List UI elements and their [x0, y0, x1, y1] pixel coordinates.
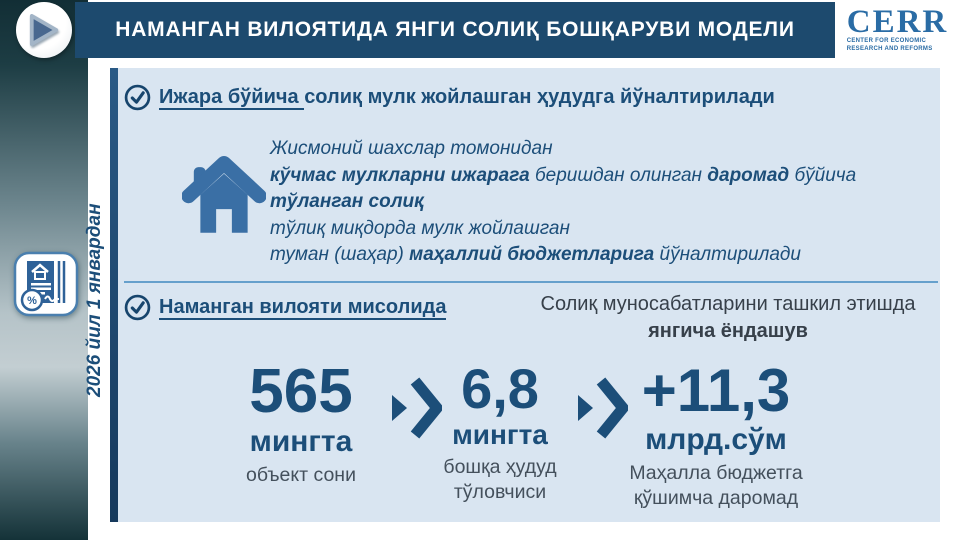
- stat-unit: мингта: [452, 419, 548, 451]
- approach-note: Солиқ муносабатларини ташкил этишда янги…: [518, 291, 938, 345]
- heading-underlined-part: Ижара бўйича: [159, 86, 305, 110]
- section-example-heading-row: Наманган вилояти мисолида: [124, 294, 447, 321]
- tax-document-icon: %: [12, 250, 80, 318]
- stat-value: 565: [249, 357, 353, 426]
- stat-label: объект сони: [246, 464, 356, 487]
- stat-value: +11,3: [641, 357, 791, 424]
- stat-value: 6,8: [461, 357, 539, 420]
- stat-additional-budget-income: +11,3 млрд.сўм Маҳалла бюджетга қўшимча …: [596, 360, 836, 511]
- percent-glyph: %: [27, 295, 37, 307]
- paragraph-line: Жисмоний шахслар томонидан: [270, 138, 553, 159]
- paragraph-line: тўлиқ миқдорда мулк жойлашган: [270, 217, 570, 239]
- content-panel: Ижара бўйича солиқ мулк жойлашган ҳудудг…: [118, 68, 940, 522]
- horizontal-divider: [124, 281, 938, 283]
- cerr-tagline-line1: CENTER FOR ECONOMIC: [846, 38, 927, 45]
- header-bar: НАМАНГАН ВИЛОЯТИДА ЯНГИ СОЛИҚ БОШҚАРУВИ …: [75, 2, 835, 58]
- double-chevron-right-icon: [576, 376, 631, 440]
- section-rent-heading-row: Ижара бўйича солиқ мулк жойлашган ҳудудг…: [124, 84, 775, 111]
- section-rent-heading: Ижара бўйича солиқ мулк жойлашган ҳудудг…: [159, 86, 775, 110]
- play-button[interactable]: [16, 2, 72, 58]
- approach-note-line2: янгича ёндашув: [648, 320, 808, 342]
- approach-note-line1: Солиқ муносабатларини ташкил этишда: [540, 293, 916, 315]
- cerr-logo-text: CERR: [846, 4, 949, 41]
- cerr-logo: CERR CENTER FOR ECONOMIC RESEARCH AND RE…: [846, 4, 949, 54]
- stat-objects-count: 565 мингта объект сони: [206, 360, 396, 488]
- cerr-logo-tagline: CENTER FOR ECONOMIC RESEARCH AND REFORMS: [847, 38, 933, 54]
- page-title: НАМАНГАН ВИЛОЯТИДА ЯНГИ СОЛИҚ БОШҚАРУВИ …: [115, 18, 795, 41]
- double-chevron-right-icon: [390, 376, 445, 440]
- play-icon: [29, 14, 59, 46]
- check-circle-icon: [124, 84, 151, 111]
- check-circle-icon: [124, 294, 151, 321]
- paragraph-line: туман (шаҳар) маҳаллий бюджетларига йўна…: [270, 244, 801, 265]
- effective-date-vertical-label: 2026 йил 1 январдан: [84, 203, 105, 397]
- stat-other-region-payers: 6,8 мингта бошқа ҳудуд тўловчиси: [410, 360, 590, 505]
- cerr-logo-block: CERR CENTER FOR ECONOMIC RESEARCH AND RE…: [835, 0, 960, 62]
- cerr-tagline-line2: RESEARCH AND REFORMS: [846, 46, 933, 53]
- house-icon: [181, 148, 267, 244]
- heading-rest-part: солиқ мулк жойлашган ҳудудга йўналтирила…: [304, 86, 775, 108]
- panel-left-accent-border: [110, 68, 118, 522]
- paragraph-line: тўланган солиқ: [270, 191, 424, 212]
- stat-label: бошқа ҳудуд тўловчиси: [443, 456, 557, 504]
- paragraph-line: кўчмас мулкларни ижарага беришдан олинга…: [270, 164, 857, 186]
- stat-label: Маҳалла бюджетга қўшимча даромад: [629, 462, 803, 510]
- stat-unit: млрд.сўм: [645, 423, 787, 457]
- stat-unit: мингта: [249, 425, 353, 459]
- rent-description-paragraph: Жисмоний шахслар томонидан кўчмас мулкла…: [270, 136, 930, 269]
- section-example-heading: Наманган вилояти мисолида: [159, 296, 447, 320]
